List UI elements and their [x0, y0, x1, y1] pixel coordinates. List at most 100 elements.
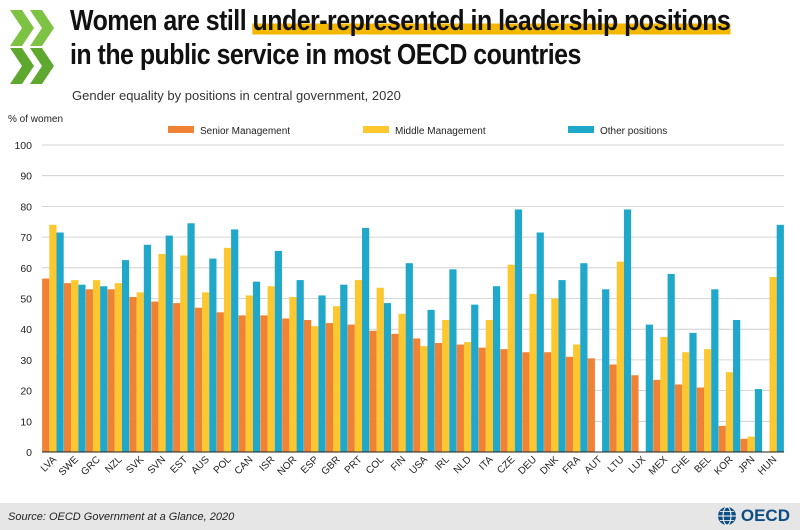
- bar: [158, 253, 166, 452]
- bar: [456, 344, 464, 452]
- bar: [92, 280, 101, 452]
- x-tick-label: LVA: [39, 454, 59, 474]
- bar: [776, 224, 784, 452]
- bar: [471, 304, 479, 452]
- bar: [325, 323, 334, 452]
- bar: [587, 358, 595, 452]
- bar: [129, 296, 137, 452]
- x-tick-label: NZL: [103, 454, 124, 475]
- x-tick-label: FRA: [561, 454, 583, 476]
- y-tick-label: 80: [20, 201, 32, 213]
- y-tick-label: 50: [20, 294, 32, 306]
- x-tick-label: NLD: [452, 454, 474, 476]
- brand-wordmark: OECD: [740, 506, 790, 525]
- bar: [282, 318, 290, 452]
- bar: [645, 324, 653, 452]
- x-tick-label: POL: [212, 454, 234, 476]
- globe-icon: [717, 506, 736, 526]
- x-tick-label: COL: [364, 454, 387, 477]
- bar: [405, 263, 413, 452]
- bar: [347, 324, 355, 452]
- bar: [514, 209, 523, 452]
- x-tick-label: JPN: [736, 454, 757, 475]
- oecd-brand: OECD: [717, 505, 790, 527]
- bar: [100, 286, 108, 452]
- x-tick-label: KOR: [712, 454, 735, 477]
- bar: [544, 352, 552, 452]
- x-tick-label: BEL: [693, 454, 714, 475]
- bar: [696, 387, 705, 452]
- bar: [260, 315, 268, 452]
- bar: [180, 255, 188, 452]
- footer-bar: [0, 503, 800, 530]
- y-tick-label: 0: [26, 447, 32, 459]
- bar: [478, 347, 486, 452]
- bar: [78, 284, 86, 452]
- bar: [740, 438, 748, 452]
- bar: [354, 280, 363, 452]
- y-tick-label: 10: [20, 416, 32, 428]
- bar: [202, 292, 210, 452]
- bar: [376, 287, 384, 452]
- bar: [71, 280, 79, 452]
- bar: [194, 307, 203, 452]
- logo-chevron-bottom-2: [30, 48, 54, 84]
- bar: [136, 292, 144, 452]
- x-tick-label: CZE: [495, 454, 517, 476]
- bar: [107, 289, 115, 452]
- bar: [143, 244, 152, 452]
- oecd-chevron-logo: [10, 10, 54, 84]
- bar: [747, 436, 755, 452]
- bar: [311, 326, 319, 452]
- bar: [369, 330, 377, 452]
- bar: [718, 425, 726, 452]
- bar: [274, 250, 282, 452]
- bar: [267, 286, 275, 452]
- title-highlight: under-represented in leadership position…: [252, 5, 731, 37]
- legend-label: Middle Management: [395, 126, 486, 137]
- bar: [303, 319, 312, 452]
- bar: [362, 227, 370, 452]
- bar: [442, 319, 450, 452]
- logo-chevron-top-2: [30, 10, 54, 46]
- bar: [340, 284, 348, 452]
- bar: [507, 264, 515, 452]
- y-tick-label: 70: [20, 232, 32, 244]
- bar: [245, 295, 253, 452]
- bar: [85, 289, 93, 452]
- bar: [434, 343, 443, 452]
- x-tick-label: CHE: [669, 454, 692, 477]
- source-note: Source: OECD Government at a Glance, 202…: [8, 511, 235, 523]
- legend-label: Other positions: [600, 126, 667, 137]
- bar: [536, 232, 544, 452]
- bar: [318, 295, 326, 452]
- bar: [383, 303, 392, 452]
- bar: [754, 389, 763, 452]
- bar: [398, 313, 406, 452]
- bar: [216, 312, 224, 452]
- x-tick-label: ITA: [477, 454, 495, 472]
- subtitle: Gender equality by positions in central …: [72, 88, 401, 103]
- logo-chevron-bottom: [10, 48, 34, 84]
- bar: [231, 229, 239, 452]
- bar: [580, 263, 588, 452]
- x-tick-label: NOR: [276, 454, 300, 478]
- y-tick-label: 20: [20, 386, 32, 398]
- bar: [114, 283, 122, 452]
- bar: [573, 344, 581, 452]
- bar: [49, 224, 57, 452]
- x-tick-label: ESP: [299, 454, 321, 476]
- x-tick-label: LUX: [627, 454, 649, 476]
- bar: [42, 278, 50, 452]
- bar: [558, 280, 566, 452]
- x-tick-label: DNK: [538, 454, 561, 477]
- bar: [391, 333, 399, 452]
- x-tick-label: GRC: [79, 454, 103, 478]
- x-tick-label: LTU: [606, 454, 627, 475]
- bar: [725, 372, 734, 452]
- legend-swatch: [363, 126, 389, 133]
- bar: [602, 289, 610, 452]
- bar: [711, 289, 719, 452]
- x-tick-label: DEU: [516, 454, 539, 477]
- bar: [165, 235, 173, 452]
